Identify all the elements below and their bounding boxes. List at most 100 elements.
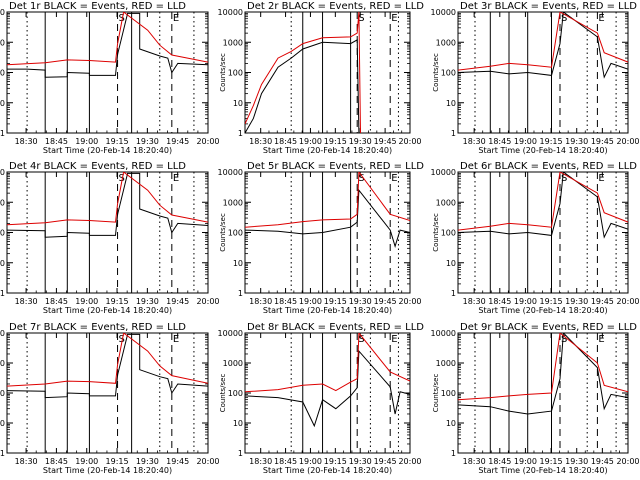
x-tick-label: 18:30: [15, 137, 38, 146]
x-tick-label: 19:30: [349, 297, 372, 306]
series-line-events: [458, 333, 628, 415]
y-tick-label: 100: [228, 229, 243, 238]
chart-title: Det 8r BLACK = Events, RED = LLD: [247, 322, 424, 333]
marker-label: E: [598, 173, 604, 184]
y-tick-label: 1000: [223, 198, 243, 207]
y-tick-label: 1: [451, 129, 456, 138]
chart-title: Det 5r BLACK = Events, RED = LLD: [247, 161, 424, 172]
x-tick-label: 19:15: [540, 457, 563, 466]
x-tick-label: 20:00: [196, 297, 219, 306]
marker-label: S: [561, 13, 567, 24]
series-line-lld: [7, 333, 208, 387]
x-tick-label: 18:45: [488, 297, 511, 306]
x-tick-label: 19:45: [374, 457, 397, 466]
y-axis-label: Counts/sec: [432, 213, 440, 252]
y-tick-label: 10000: [431, 329, 456, 338]
series-line-events: [7, 12, 208, 78]
x-axis-label: Start Time (20-Feb-14 18:20:40): [43, 306, 172, 315]
x-tick-label: 19:15: [324, 297, 347, 306]
y-axis-label: Counts/sec: [219, 53, 227, 92]
x-tick-label: 20:00: [616, 457, 639, 466]
plot-frame: [457, 171, 629, 294]
x-tick-label: 20:00: [398, 457, 421, 466]
x-tick-label: 18:30: [463, 457, 486, 466]
y-tick-label: 1000: [436, 359, 456, 368]
x-tick-label: 19:45: [591, 297, 614, 306]
x-tick-label: 20:00: [616, 137, 639, 146]
series-line-lld: [7, 172, 208, 226]
y-tick-label: 10: [0, 259, 5, 268]
x-tick-label: 19:30: [565, 457, 588, 466]
series-line-lld: [245, 172, 410, 228]
marker-label: E: [173, 173, 179, 184]
y-tick-label: 10: [233, 259, 243, 268]
x-tick-label: 19:45: [166, 297, 189, 306]
series-line-lld: [7, 12, 208, 66]
y-tick-label: 100: [441, 389, 456, 398]
plot-frame: [244, 171, 411, 294]
chart-title: Det 2r BLACK = Events, RED = LLD: [247, 1, 424, 12]
x-tick-label: 19:30: [136, 137, 159, 146]
plot-frame: [6, 171, 209, 294]
x-tick-label: 19:15: [324, 137, 347, 146]
series-line-events: [245, 188, 410, 249]
y-tick-label: 10000: [431, 168, 456, 177]
x-tick-label: 19:30: [136, 297, 159, 306]
y-tick-label: 1000: [436, 198, 456, 207]
x-tick-label: 19:00: [299, 457, 322, 466]
marker-label: S: [561, 173, 567, 184]
x-tick-label: 19:45: [166, 137, 189, 146]
marker-label: S: [358, 173, 364, 184]
y-tick-label: 1000: [223, 38, 243, 47]
x-tick-label: 19:00: [514, 297, 537, 306]
x-tick-label: 19:45: [591, 137, 614, 146]
x-tick-label: 18:45: [45, 137, 68, 146]
marker-label: S: [119, 13, 125, 24]
y-tick-label: 10000: [431, 8, 456, 17]
x-tick-label: 18:45: [274, 297, 297, 306]
series-line-lld: [458, 333, 628, 401]
y-tick-label: 1: [0, 129, 5, 138]
y-tick-label: 1: [238, 289, 243, 298]
y-axis-label: Counts/sec: [432, 374, 440, 413]
plot-frame: [244, 332, 411, 454]
series-line-events: [245, 349, 410, 428]
plot-frame: [244, 11, 411, 134]
x-tick-label: 18:45: [274, 457, 297, 466]
chart-title: Det 1r BLACK = Events, RED = LLD: [9, 1, 186, 12]
x-tick-label: 20:00: [398, 137, 421, 146]
marker-label: E: [391, 13, 397, 24]
x-tick-label: 19:45: [374, 297, 397, 306]
x-tick-label: 19:00: [75, 297, 98, 306]
y-tick-label: 10000: [218, 168, 243, 177]
y-tick-label: 1: [238, 449, 243, 458]
chart-title: Det 4r BLACK = Events, RED = LLD: [9, 161, 186, 172]
y-tick-label: 1000: [223, 359, 243, 368]
y-tick-label: 1: [451, 449, 456, 458]
y-tick-label: 100: [0, 69, 5, 78]
x-tick-label: 18:30: [463, 297, 486, 306]
marker-label: E: [598, 13, 604, 24]
y-tick-label: 10: [446, 419, 456, 428]
x-tick-label: 18:45: [45, 457, 68, 466]
y-tick-label: 10000: [218, 8, 243, 17]
x-tick-label: 18:30: [15, 457, 38, 466]
y-tick-label: 1000: [0, 198, 5, 207]
x-tick-label: 20:00: [398, 297, 421, 306]
x-tick-label: 19:30: [565, 137, 588, 146]
y-tick-label: 10: [0, 99, 5, 108]
x-axis-label: Start Time (20-Feb-14 18:20:40): [478, 466, 607, 475]
x-tick-label: 19:15: [106, 457, 129, 466]
chart-title: Det 6r BLACK = Events, RED = LLD: [460, 161, 637, 172]
y-tick-label: 10000: [0, 168, 5, 177]
plot-frame: [6, 332, 209, 454]
x-tick-label: 20:00: [196, 457, 219, 466]
marker-label: S: [119, 334, 125, 345]
y-axis-label: Counts/sec: [219, 374, 227, 413]
marker-label: S: [119, 173, 125, 184]
